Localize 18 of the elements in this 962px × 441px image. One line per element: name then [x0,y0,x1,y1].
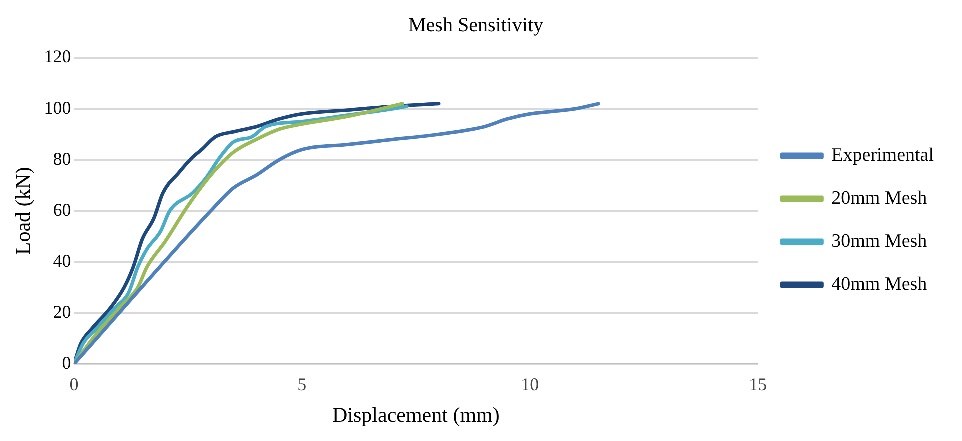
x-axis-title: Displacement (mm) [332,402,500,427]
y-tick-label: 100 [44,98,72,118]
x-tick-label: 5 [298,374,307,395]
y-axis-title: Load (kN) [11,167,36,256]
line-series [74,102,600,364]
legend-label: Experimental [832,144,934,166]
y-tick-label: 80 [53,148,72,169]
legend-label: 40mm Mesh [832,274,928,295]
y-tick-label: 0 [62,352,72,373]
x-tick-label: 10 [521,374,540,395]
y-tick-label: 60 [53,200,72,220]
chart-title: Mesh Sensitivity [408,14,544,36]
y-tick-label: 120 [44,46,72,67]
y-tick-label: 20 [53,302,72,322]
x-tick-label: 15 [749,374,768,395]
y-tick-label: 40 [53,250,72,271]
legend-label: 20mm Mesh [832,188,928,209]
legend-label: 30mm Mesh [832,230,928,252]
